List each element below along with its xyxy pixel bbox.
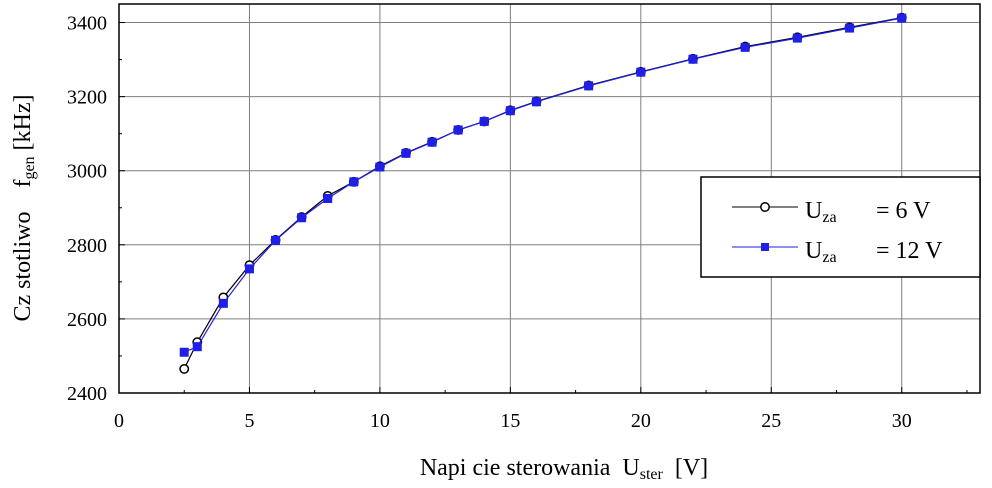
series-2-point bbox=[244, 264, 254, 274]
series-1-point bbox=[179, 363, 190, 374]
series-2-point bbox=[349, 177, 359, 187]
series-2-point bbox=[375, 162, 385, 172]
series-2-point bbox=[688, 54, 698, 64]
x-tick-label: 15 bbox=[500, 410, 520, 432]
series-2-point bbox=[179, 347, 189, 357]
series-2-point bbox=[636, 67, 646, 77]
series-2-point bbox=[297, 213, 307, 223]
series-2-point bbox=[427, 137, 437, 147]
series-2-point bbox=[271, 235, 281, 245]
series-2-point bbox=[897, 13, 907, 23]
y-tick-label: 2400 bbox=[67, 383, 107, 405]
legend-label-series-2: Uza = 12 V bbox=[805, 238, 943, 266]
series-2-line bbox=[183, 17, 902, 353]
series-layer bbox=[179, 12, 907, 374]
y-tick-label: 3400 bbox=[67, 13, 107, 35]
legend-label-series-1: Uza = 6 V bbox=[805, 198, 931, 226]
legend-box bbox=[700, 176, 981, 278]
legend: Uza = 6 V Uza = 12 V bbox=[700, 176, 981, 278]
series-2-point bbox=[584, 81, 594, 91]
y-tick-label: 2600 bbox=[67, 309, 107, 331]
y-tick-label: 3000 bbox=[67, 161, 107, 183]
x-tick-label: 5 bbox=[244, 410, 254, 432]
series-2-point bbox=[192, 342, 202, 352]
series-2-point bbox=[531, 97, 541, 107]
x-tick-label: 0 bbox=[114, 410, 124, 432]
series-2-point bbox=[218, 298, 228, 308]
x-axis-label: Napi cie sterowania Uster [V] bbox=[420, 455, 708, 483]
legend-marker-series-1 bbox=[760, 202, 770, 212]
series-2-point bbox=[323, 194, 333, 203]
y-axis-label: Cz stotliwo fgen [kHz] bbox=[10, 94, 38, 321]
series-2-point bbox=[792, 33, 802, 43]
series-2-point bbox=[401, 148, 411, 158]
y-tick-label: 2800 bbox=[67, 235, 107, 257]
series-2-point bbox=[505, 106, 515, 116]
y-axis: 2400 2600 2800 3000 3200 3400 bbox=[67, 13, 125, 405]
series-2-point bbox=[740, 42, 750, 52]
x-tick-label: 20 bbox=[631, 410, 651, 432]
series-2-point bbox=[453, 125, 463, 135]
series-2 bbox=[179, 13, 907, 357]
x-tick-label: 30 bbox=[892, 410, 912, 432]
y-tick-label: 3200 bbox=[67, 87, 107, 109]
legend-marker-series-2 bbox=[761, 243, 769, 251]
x-axis: 0 5 10 15 20 25 30 bbox=[114, 387, 968, 432]
series-2-point bbox=[479, 116, 489, 126]
series-2-point bbox=[845, 23, 855, 33]
x-tick-label: 25 bbox=[761, 410, 781, 432]
x-tick-label: 10 bbox=[370, 410, 390, 432]
